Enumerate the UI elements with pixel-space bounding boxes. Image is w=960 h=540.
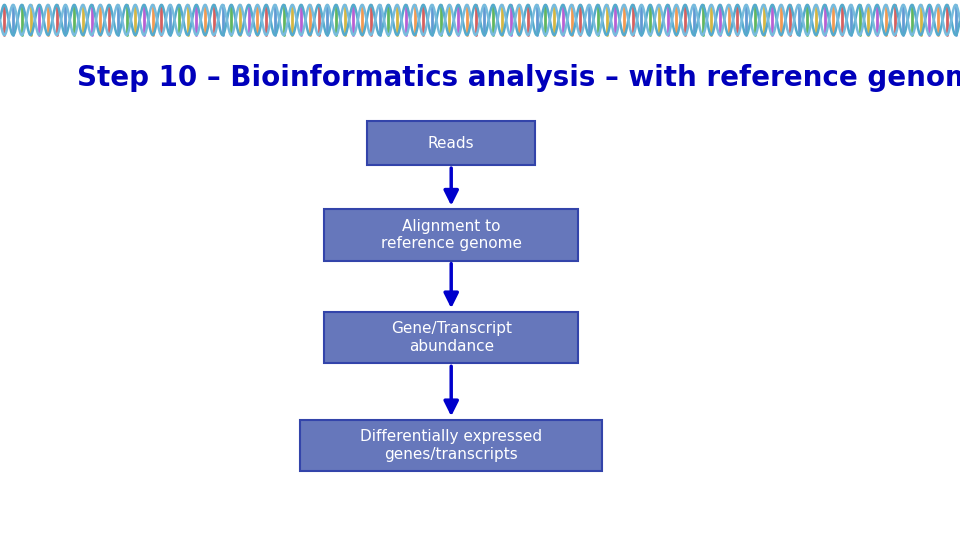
Text: Alignment to
reference genome: Alignment to reference genome (381, 219, 521, 251)
FancyBboxPatch shape (300, 420, 603, 471)
FancyBboxPatch shape (324, 210, 578, 261)
Text: Reads: Reads (428, 136, 474, 151)
FancyBboxPatch shape (324, 312, 578, 363)
Text: Gene/Transcript
abundance: Gene/Transcript abundance (391, 321, 512, 354)
FancyBboxPatch shape (367, 121, 535, 165)
Text: Differentially expressed
genes/transcripts: Differentially expressed genes/transcrip… (360, 429, 542, 462)
Text: Step 10 – Bioinformatics analysis – with reference genome: Step 10 – Bioinformatics analysis – with… (77, 64, 960, 92)
